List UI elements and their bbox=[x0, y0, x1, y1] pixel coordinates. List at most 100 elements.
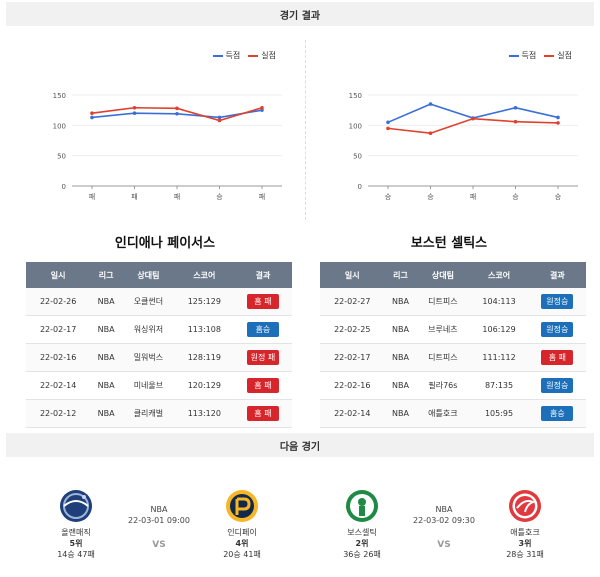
result-badge: 원정 패 bbox=[246, 350, 280, 365]
cell-result: 홈 패 bbox=[528, 343, 586, 372]
cell-score: 106:129 bbox=[469, 315, 529, 344]
col-date: 일시 bbox=[320, 262, 385, 288]
data-point bbox=[90, 111, 94, 115]
y-tick-label: 0 bbox=[62, 183, 66, 191]
cell-date: 22-02-14 bbox=[26, 371, 91, 400]
result-badge: 홈 패 bbox=[541, 350, 574, 365]
cell-opponent: 워싱위저 bbox=[122, 315, 175, 344]
team-title-boston: 보스턴 셀틱스 bbox=[410, 236, 488, 251]
home-team-name: 올랜매직 bbox=[61, 528, 91, 537]
result-badge: 원정승 bbox=[541, 322, 574, 337]
chart-divider bbox=[305, 40, 306, 220]
cell-date: 22-02-16 bbox=[26, 343, 91, 372]
col-opponent: 상대팀 bbox=[122, 262, 175, 288]
table-row: 22-02-17 NBA 워싱위저 113:108 홈승 bbox=[26, 315, 292, 344]
cell-result: 홈 패 bbox=[233, 399, 292, 428]
cell-opponent: 디트피스 bbox=[416, 288, 470, 316]
match-card-1[interactable]: 올랜매직 5위 14승 47패 NBA 22-03-01 09:00 VS 인디… bbox=[20, 478, 300, 573]
cell-league: NBA bbox=[90, 399, 123, 428]
cell-result: 홈 패 bbox=[233, 371, 292, 400]
y-tick-label: 0 bbox=[358, 183, 362, 191]
cell-league: NBA bbox=[384, 315, 417, 344]
away-team-rank: 3위 bbox=[518, 539, 532, 548]
atlanta-hawks-logo-icon bbox=[509, 490, 541, 522]
cell-result: 원정 패 bbox=[233, 343, 292, 372]
cell-score: 125:129 bbox=[174, 288, 234, 316]
match-league: NBA bbox=[150, 505, 168, 514]
cell-result: 홈승 bbox=[233, 315, 292, 344]
table-row: 22-02-26 NBA 오클썬더 125:129 홈 패 bbox=[26, 288, 292, 316]
y-tick-label: 150 bbox=[349, 92, 362, 100]
results-table-boston: 일시 리그 상대팀 스코어 결과 22-02-27 NBA 디트피스 104:113 원… bbox=[320, 262, 586, 428]
x-tick-label: 승 bbox=[512, 193, 519, 201]
y-tick-label: 50 bbox=[57, 153, 66, 161]
match-league: NBA bbox=[435, 505, 453, 514]
cell-league: NBA bbox=[90, 343, 123, 372]
col-date: 일시 bbox=[26, 262, 91, 288]
boston-celtics-logo-icon bbox=[346, 490, 378, 522]
cell-league: NBA bbox=[90, 288, 123, 316]
next-title: 다음 경기 bbox=[279, 441, 321, 453]
y-tick-label: 50 bbox=[353, 153, 362, 161]
cell-score: 105:95 bbox=[469, 399, 529, 428]
results-title: 경기 결과 bbox=[279, 10, 321, 22]
results-section-header: 경기 결과 bbox=[6, 2, 594, 26]
match-datetime: 22-03-02 09:30 bbox=[413, 516, 475, 525]
cell-result: 홈 패 bbox=[233, 288, 292, 316]
col-result: 결과 bbox=[233, 262, 292, 288]
x-tick-label: 패 bbox=[259, 192, 265, 201]
data-point bbox=[428, 102, 433, 106]
away-team-record: 20승 41패 bbox=[223, 550, 261, 559]
cell-score: 128:119 bbox=[174, 343, 234, 372]
cell-league: NBA bbox=[90, 371, 123, 400]
cell-score: 120:129 bbox=[174, 371, 234, 400]
cell-result: 홈승 bbox=[528, 399, 586, 428]
result-badge: 홈 패 bbox=[246, 294, 279, 309]
x-tick-label: 승 bbox=[385, 193, 392, 201]
x-tick-label: 패 bbox=[174, 192, 180, 201]
data-point bbox=[428, 131, 433, 136]
x-tick-label: 승 bbox=[555, 193, 562, 201]
cell-opponent: 브루네츠 bbox=[416, 315, 470, 344]
cell-opponent: 미네울브 bbox=[122, 371, 175, 400]
table-row: 22-02-16 NBA 밀워벅스 128:119 원정 패 bbox=[26, 343, 292, 372]
cell-opponent: 필라76s bbox=[416, 371, 470, 400]
cell-result: 원정승 bbox=[528, 371, 586, 400]
x-tick-label: 승 bbox=[216, 193, 223, 201]
cell-date: 22-02-25 bbox=[320, 315, 385, 344]
table-row: 22-02-27 NBA 디트피스 104:113 원정승 bbox=[320, 288, 586, 316]
col-result: 결과 bbox=[528, 262, 586, 288]
table-row: 22-02-25 NBA 브루네츠 106:129 원정승 bbox=[320, 315, 586, 344]
data-point bbox=[217, 118, 222, 123]
home-team-rank: 5위 bbox=[69, 539, 83, 548]
chart-indiana: 득점 실점 0 50 100 150 패 패 패 승 패 bbox=[20, 40, 290, 220]
data-point bbox=[217, 115, 222, 120]
cell-score: 104:113 bbox=[469, 288, 529, 316]
cell-league: NBA bbox=[384, 399, 417, 428]
legend-score: 득점 bbox=[508, 50, 536, 61]
x-tick-label: 승 bbox=[427, 193, 434, 201]
result-badge: 홈승 bbox=[541, 406, 574, 421]
home-team-name: 보스셀틱 bbox=[347, 528, 377, 537]
cell-date: 22-02-17 bbox=[26, 315, 91, 344]
away-team-name: 인디페이 bbox=[227, 528, 257, 537]
legend-conceded: 실점 bbox=[248, 50, 276, 61]
data-point bbox=[386, 126, 390, 131]
chart-legend: 득점 실점 bbox=[212, 50, 276, 61]
line-chart-svg: 0 50 100 150 승 승 패 승 승 bbox=[349, 92, 578, 201]
line-chart-svg: 0 50 100 150 패 패 패 승 패 bbox=[53, 92, 282, 201]
result-badge: 원정승 bbox=[541, 378, 574, 393]
data-point bbox=[513, 119, 518, 124]
match-datetime: 22-03-01 09:00 bbox=[128, 516, 190, 525]
series-line-conceded bbox=[387, 117, 559, 135]
chart-boston: 득점 실점 0 50 100 150 승 승 패 승 승 bbox=[316, 40, 586, 220]
col-league: 리그 bbox=[90, 262, 123, 288]
col-opponent: 상대팀 bbox=[416, 262, 470, 288]
legend-score: 득점 bbox=[212, 50, 240, 61]
match-card-2[interactable]: 보스셀틱 2위 36승 26패 NBA 22-03-02 09:30 VS 애틀… bbox=[311, 478, 591, 573]
y-tick-label: 100 bbox=[349, 122, 362, 130]
next-section-header: 다음 경기 bbox=[6, 433, 594, 457]
cell-result: 원정승 bbox=[528, 315, 586, 344]
cell-date: 22-02-16 bbox=[320, 371, 385, 400]
indiana-pacers-logo-icon bbox=[226, 490, 258, 522]
